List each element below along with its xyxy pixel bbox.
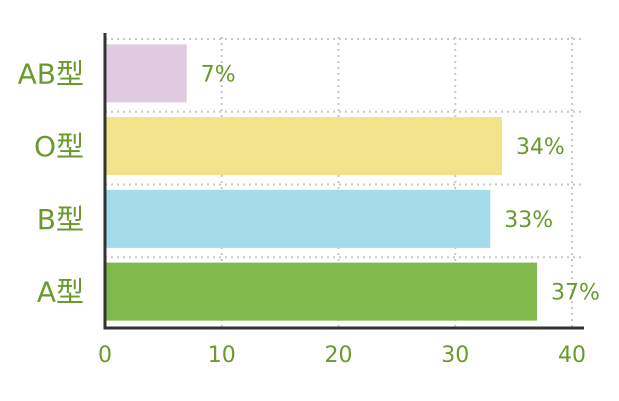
x-tick-label: 40 — [558, 343, 586, 368]
bar — [105, 117, 502, 176]
value-label: 33% — [504, 208, 553, 233]
category-label: B型 — [37, 203, 84, 236]
x-tick-label: 0 — [98, 343, 112, 368]
category-label: O型 — [34, 130, 84, 163]
value-label: 7% — [201, 62, 236, 87]
x-tick-label: 30 — [441, 343, 469, 368]
bar — [105, 262, 537, 321]
x-tick-label: 20 — [325, 343, 353, 368]
value-label: 34% — [516, 135, 565, 160]
value-label: 37% — [551, 281, 600, 306]
bar — [105, 44, 187, 103]
category-label: A型 — [37, 276, 84, 309]
bar — [105, 189, 491, 248]
category-label: AB型 — [18, 57, 84, 90]
x-tick-label: 10 — [208, 343, 236, 368]
